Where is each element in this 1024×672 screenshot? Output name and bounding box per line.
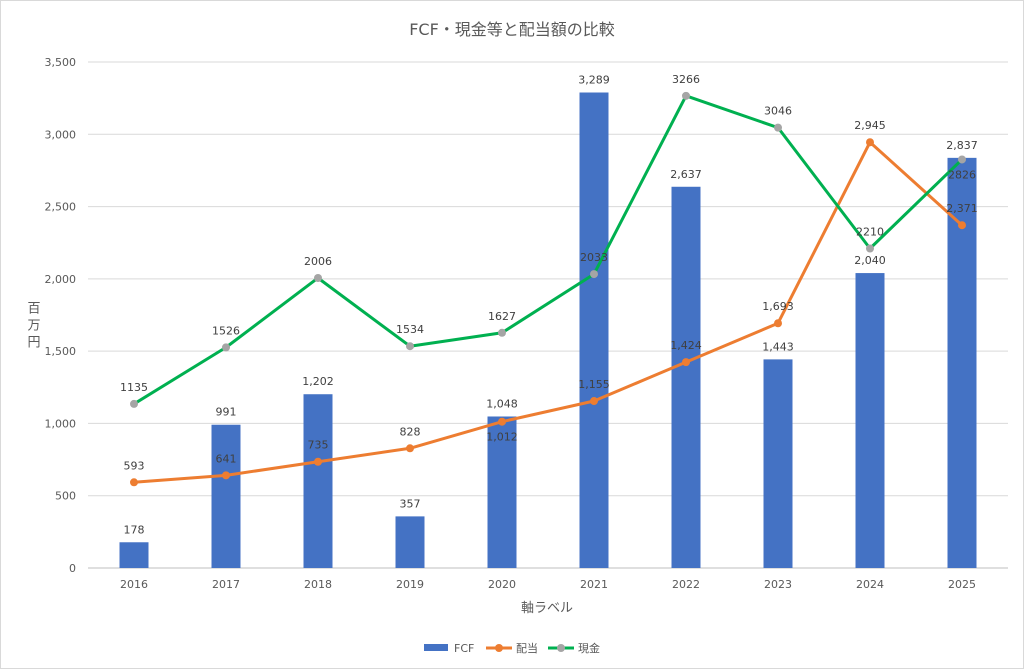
bar-2020 xyxy=(487,416,517,568)
bar-data-label: 1,443 xyxy=(762,340,794,353)
line-data-label: 2,371 xyxy=(946,202,978,215)
data-labels: 178 991 1,202 357 1,048 3,289 2,637 1,443 2,040 2… xyxy=(120,73,978,536)
bar-2019 xyxy=(395,516,425,568)
x-tick-label: 2018 xyxy=(304,578,332,591)
bar-data-label: 2,837 xyxy=(946,139,978,152)
bar-data-label: 2,040 xyxy=(854,254,886,267)
line-data-label: 593 xyxy=(124,459,145,472)
bar-2023 xyxy=(763,359,793,568)
y-axis-label: 百万円 xyxy=(25,301,41,352)
marker-配当 xyxy=(682,358,690,367)
line-data-label: 3046 xyxy=(764,105,792,118)
line-data-label: 1135 xyxy=(120,381,148,394)
line-現金 xyxy=(133,94,964,406)
bar-2018 xyxy=(303,394,333,568)
line-data-label: 2,945 xyxy=(854,119,886,132)
line-data-label: 2006 xyxy=(304,255,332,268)
x-tick-label: 2025 xyxy=(948,578,976,591)
x-tick-label: 2023 xyxy=(764,578,792,591)
marker-配当 xyxy=(590,397,598,406)
y-tick-label: 1,500 xyxy=(45,345,77,358)
line-data-label: 3266 xyxy=(672,73,700,86)
fcf-bars xyxy=(119,92,977,568)
y-tick-label: 0 xyxy=(69,562,76,575)
line-data-label: 735 xyxy=(308,439,329,452)
marker-配当 xyxy=(958,221,966,230)
line-data-label: 2033 xyxy=(580,251,608,264)
legend-marker-現金 xyxy=(557,644,565,652)
marker-現金 xyxy=(314,273,322,282)
marker-現金 xyxy=(866,244,874,253)
y-tick-label: 2,000 xyxy=(45,273,77,286)
bar-data-label: 1,202 xyxy=(302,375,334,388)
bar-data-label: 1,048 xyxy=(486,397,518,410)
marker-現金 xyxy=(498,328,506,337)
marker-現金 xyxy=(222,343,230,352)
marker-配当 xyxy=(498,417,506,426)
x-tick-label: 2022 xyxy=(672,578,700,591)
line-配当 xyxy=(133,140,964,484)
y-tick-label: 3,000 xyxy=(45,128,77,141)
x-tick-label: 2017 xyxy=(212,578,240,591)
legend-label: 現金 xyxy=(578,641,600,655)
x-tick-labels: 2016 2017 2018 2019 2020 2021 2022 2023 2024 2025 xyxy=(120,578,976,591)
x-tick-label: 2024 xyxy=(856,578,884,591)
marker-現金 xyxy=(774,123,782,132)
marker-配当 xyxy=(222,471,230,480)
x-tick-label: 2021 xyxy=(580,578,608,591)
marker-現金 xyxy=(590,270,598,279)
line-data-label: 1627 xyxy=(488,310,516,323)
line-series xyxy=(130,91,966,487)
marker-現金 xyxy=(130,399,138,408)
line-data-label: 1,424 xyxy=(670,339,702,352)
line-data-label: 2210 xyxy=(856,225,884,238)
bar-2025 xyxy=(947,157,977,568)
chart-title: FCF・現金等と配当額の比較 xyxy=(409,20,615,39)
legend: FCF 配当 現金 xyxy=(424,641,600,655)
line-data-label: 828 xyxy=(400,425,421,438)
y-tick-label: 3,500 xyxy=(45,56,77,69)
line-data-label: 641 xyxy=(216,452,237,465)
legend-swatch-FCF xyxy=(424,644,448,651)
gridlines xyxy=(88,61,1008,569)
x-tick-label: 2019 xyxy=(396,578,424,591)
x-tick-label: 2016 xyxy=(120,578,148,591)
bar-2017 xyxy=(211,424,241,568)
marker-現金 xyxy=(682,91,690,100)
line-data-label: 1534 xyxy=(396,323,424,336)
bar-data-label: 357 xyxy=(400,497,421,510)
marker-配当 xyxy=(130,478,138,487)
bar-2021 xyxy=(579,92,609,568)
line-data-label: 1,693 xyxy=(762,300,794,313)
bar-data-label: 3,289 xyxy=(578,74,610,87)
legend-label: FCF xyxy=(454,642,474,655)
bar-2024 xyxy=(855,273,885,568)
bar-data-label: 2,637 xyxy=(670,168,702,181)
line-data-label: 1,155 xyxy=(578,378,610,391)
line-data-label: 1526 xyxy=(212,324,240,337)
marker-配当 xyxy=(314,457,322,466)
bar-data-label: 991 xyxy=(216,406,237,419)
legend-label: 配当 xyxy=(516,641,538,655)
marker-配当 xyxy=(866,138,874,147)
y-tick-label: 500 xyxy=(55,490,76,503)
x-axis-label: 軸ラベル xyxy=(521,601,573,616)
marker-現金 xyxy=(406,342,414,351)
marker-配当 xyxy=(406,444,414,453)
x-tick-label: 2020 xyxy=(488,578,516,591)
y-tick-label: 1,000 xyxy=(45,417,77,430)
bar-data-label: 178 xyxy=(124,523,145,536)
marker-配当 xyxy=(774,319,782,328)
legend-marker-配当 xyxy=(495,644,503,652)
line-data-label: 2826 xyxy=(948,168,976,181)
y-tick-labels: 0 500 1,000 1,500 2,000 2,500 3,000 3,500 xyxy=(45,56,77,575)
bar-2016 xyxy=(119,542,149,568)
marker-現金 xyxy=(958,155,966,164)
line-data-label: 1,012 xyxy=(486,431,518,444)
y-tick-label: 2,500 xyxy=(45,201,77,214)
bar-2022 xyxy=(671,186,701,568)
